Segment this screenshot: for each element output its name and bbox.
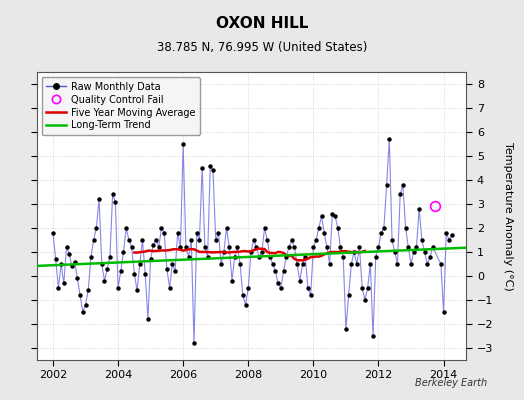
- Text: Berkeley Earth: Berkeley Earth: [415, 378, 487, 388]
- Y-axis label: Temperature Anomaly (°C): Temperature Anomaly (°C): [503, 142, 512, 290]
- Legend: Raw Monthly Data, Quality Control Fail, Five Year Moving Average, Long-Term Tren: Raw Monthly Data, Quality Control Fail, …: [41, 77, 200, 135]
- Text: 38.785 N, 76.995 W (United States): 38.785 N, 76.995 W (United States): [157, 42, 367, 54]
- Text: OXON HILL: OXON HILL: [216, 16, 308, 32]
